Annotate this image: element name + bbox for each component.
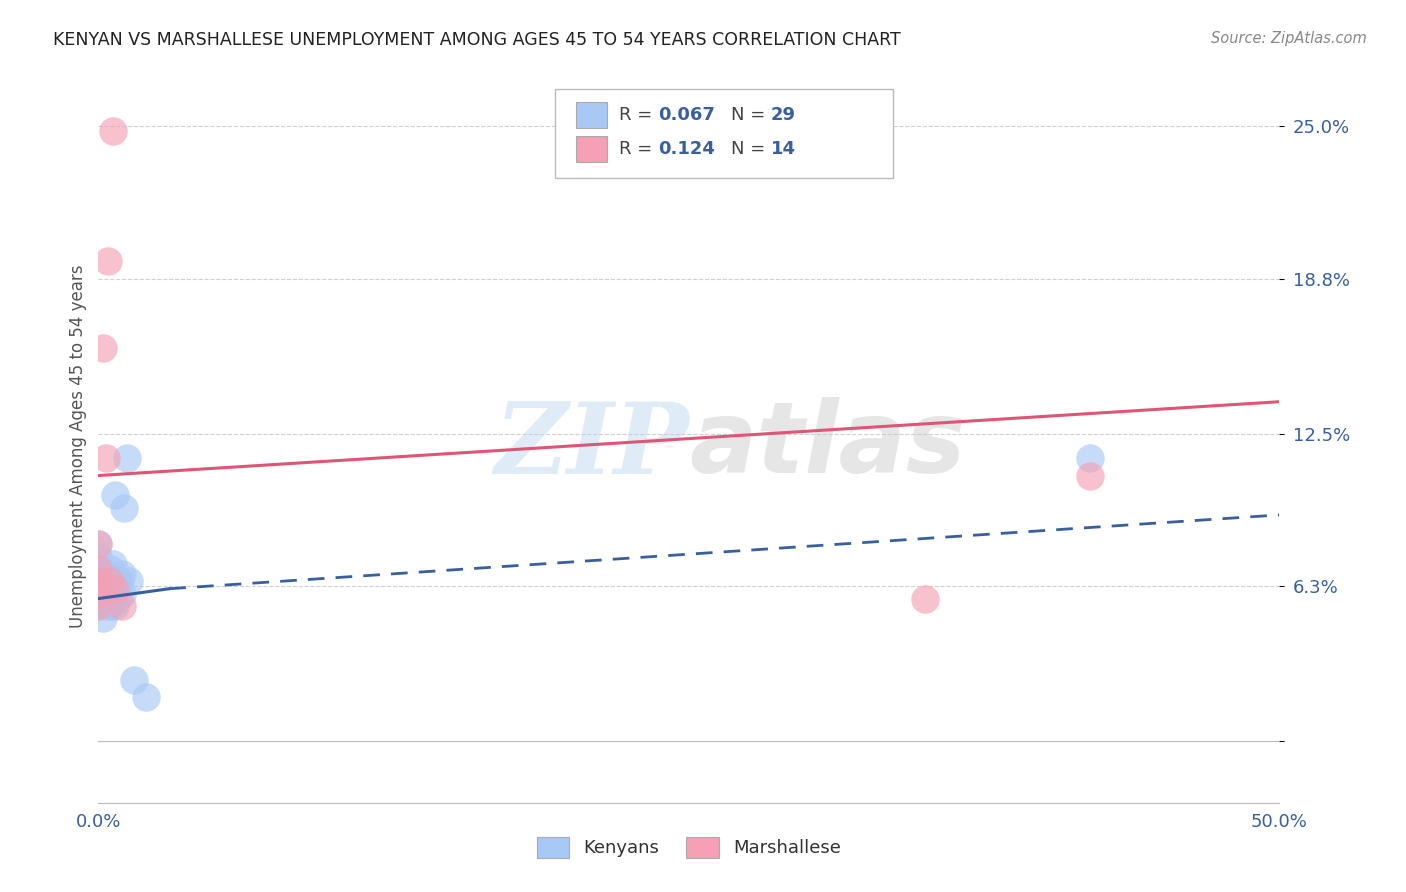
Point: [91, 587, 114, 601]
Point: [914, 591, 936, 606]
Point: [91, 611, 114, 625]
Point: [98, 562, 121, 576]
Legend: Kenyans, Marshallese: Kenyans, Marshallese: [529, 830, 849, 865]
Point: [87, 562, 110, 576]
Point: [108, 574, 131, 589]
Text: N =: N =: [731, 106, 770, 124]
Point: [101, 587, 124, 601]
Point: [87, 587, 110, 601]
Point: [91, 341, 114, 355]
Point: [1080, 468, 1102, 483]
Point: [1080, 451, 1102, 466]
Point: [122, 673, 145, 687]
Point: [87, 574, 110, 589]
Point: [112, 500, 135, 515]
Point: [104, 582, 127, 596]
Point: [94, 587, 117, 601]
Point: [104, 599, 127, 613]
Text: 0.067: 0.067: [658, 106, 714, 124]
Point: [97, 599, 120, 613]
Point: [101, 557, 124, 571]
Point: [94, 566, 117, 581]
Point: [118, 574, 141, 589]
Point: [87, 587, 110, 601]
Y-axis label: Unemployment Among Ages 45 to 54 years: Unemployment Among Ages 45 to 54 years: [69, 264, 87, 628]
Text: ZIP: ZIP: [494, 398, 689, 494]
Point: [101, 124, 124, 138]
Point: [87, 537, 110, 551]
Text: 0.124: 0.124: [658, 140, 714, 158]
Point: [87, 537, 110, 551]
Point: [115, 451, 138, 466]
Point: [97, 574, 120, 589]
Text: R =: R =: [619, 106, 658, 124]
Point: [87, 599, 110, 613]
Text: KENYAN VS MARSHALLESE UNEMPLOYMENT AMONG AGES 45 TO 54 YEARS CORRELATION CHART: KENYAN VS MARSHALLESE UNEMPLOYMENT AMONG…: [53, 31, 901, 49]
Text: 14: 14: [770, 140, 796, 158]
Text: N =: N =: [731, 140, 770, 158]
Text: 29: 29: [770, 106, 796, 124]
Point: [111, 587, 134, 601]
Text: atlas: atlas: [689, 398, 966, 494]
Point: [97, 254, 120, 268]
Point: [87, 549, 110, 564]
Text: R =: R =: [619, 140, 658, 158]
Point: [98, 574, 121, 589]
Point: [111, 566, 134, 581]
Point: [94, 451, 117, 466]
Point: [87, 574, 110, 589]
Point: [104, 488, 127, 502]
Point: [87, 562, 110, 576]
Text: Source: ZipAtlas.com: Source: ZipAtlas.com: [1211, 31, 1367, 46]
Point: [98, 599, 121, 613]
Point: [105, 574, 128, 589]
Point: [111, 599, 134, 613]
Point: [87, 599, 110, 613]
Point: [105, 591, 128, 606]
Point: [135, 690, 157, 704]
